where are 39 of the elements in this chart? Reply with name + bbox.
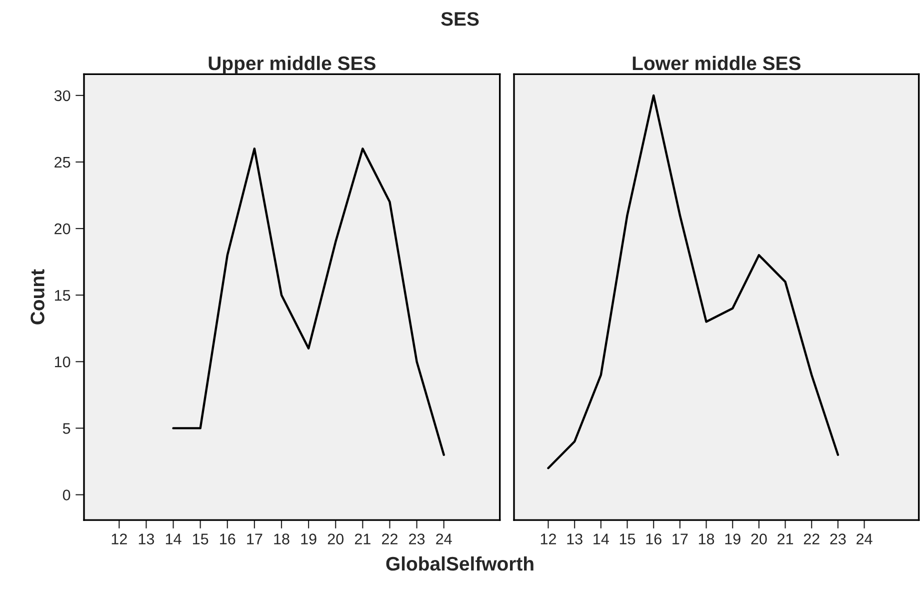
y-tick-label: 15 bbox=[54, 290, 70, 301]
x-tick-label: 12 bbox=[540, 534, 556, 544]
y-tick-label: 25 bbox=[54, 156, 70, 168]
x-tick-label: 18 bbox=[698, 534, 714, 544]
chart-title: Lower middle SES bbox=[632, 56, 800, 70]
y-tick-label: 10 bbox=[54, 356, 70, 368]
x-tick-label: 15 bbox=[620, 534, 636, 544]
x-tick-label: 20 bbox=[751, 534, 767, 544]
y-tick-label: 20 bbox=[54, 223, 70, 234]
y-tick-label: 30 bbox=[54, 90, 70, 102]
x-tick-label: 13 bbox=[138, 534, 154, 544]
x-tick-label: 17 bbox=[247, 534, 262, 544]
chart-title: Upper middle SES bbox=[208, 56, 376, 74]
y-tick-label: 5 bbox=[62, 423, 70, 434]
x-tick-label: 23 bbox=[409, 534, 425, 544]
x-tick-label: 12 bbox=[112, 534, 127, 544]
x-axis-title: GlobalSelfworth bbox=[386, 556, 534, 571]
x-tick-label: 22 bbox=[804, 534, 820, 544]
x-tick-label: 13 bbox=[567, 534, 582, 544]
x-tick-label: 19 bbox=[301, 534, 316, 544]
x-tick-label: 22 bbox=[382, 534, 398, 544]
x-tick-label: 21 bbox=[354, 534, 370, 544]
x-tick-label: 16 bbox=[646, 534, 662, 544]
x-tick-label: 15 bbox=[193, 534, 208, 544]
x-tick-label: 24 bbox=[436, 534, 452, 544]
x-tick-label: 24 bbox=[856, 534, 872, 544]
x-tick-label: 20 bbox=[328, 534, 344, 544]
x-tick-label: 16 bbox=[220, 534, 236, 544]
x-tick-label: 21 bbox=[778, 534, 794, 544]
x-tick-label: 19 bbox=[725, 534, 740, 544]
x-tick-label: 14 bbox=[594, 534, 609, 544]
text: SES bbox=[441, 12, 479, 26]
x-tick-label: 17 bbox=[672, 534, 688, 544]
y-axis-title: Count bbox=[30, 269, 44, 324]
line-series bbox=[172, 148, 445, 456]
y-tick-label: 0 bbox=[62, 490, 70, 500]
x-tick-label: 23 bbox=[830, 534, 846, 544]
x-tick-label: 18 bbox=[274, 534, 290, 544]
x-tick-label: 14 bbox=[166, 534, 182, 544]
